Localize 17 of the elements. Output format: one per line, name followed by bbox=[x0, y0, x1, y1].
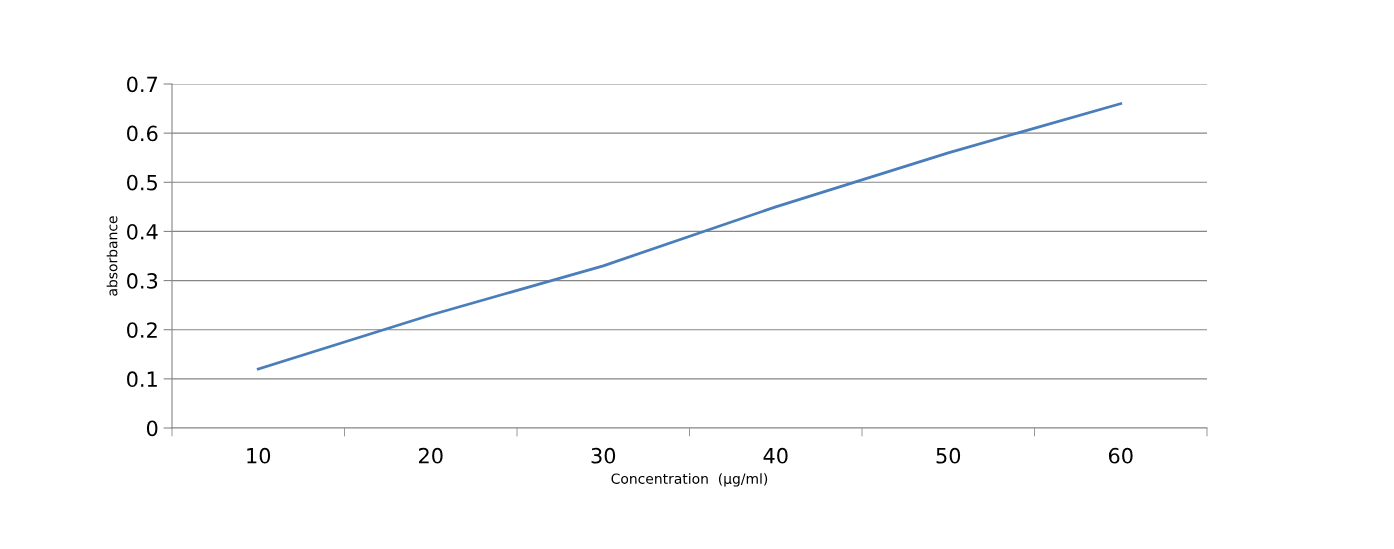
x-tick-label: 40 bbox=[763, 447, 788, 464]
y-tick-label: 0.7 bbox=[127, 76, 158, 93]
x-axis-title: Concentration (µg/ml) bbox=[611, 473, 768, 487]
y-tick-label: 0.6 bbox=[127, 125, 158, 142]
y-tick-label: 0.5 bbox=[127, 174, 157, 191]
y-tick-label: 0.2 bbox=[127, 322, 157, 338]
x-tick-label: 20 bbox=[419, 447, 443, 464]
x-tick-label: 50 bbox=[936, 447, 961, 464]
x-tick-label: 60 bbox=[1108, 447, 1133, 464]
line-series bbox=[256, 102, 1123, 371]
x-tick-label: 10 bbox=[247, 447, 271, 464]
y-tick-label: 0.1 bbox=[127, 371, 157, 388]
y-tick-label: 0.3 bbox=[127, 273, 158, 289]
y-axis-title: absorbance bbox=[106, 216, 118, 296]
y-tick-label: 0.4 bbox=[127, 223, 158, 240]
x-tick-label: 30 bbox=[591, 447, 616, 464]
y-tick-label: 0 bbox=[146, 420, 158, 437]
